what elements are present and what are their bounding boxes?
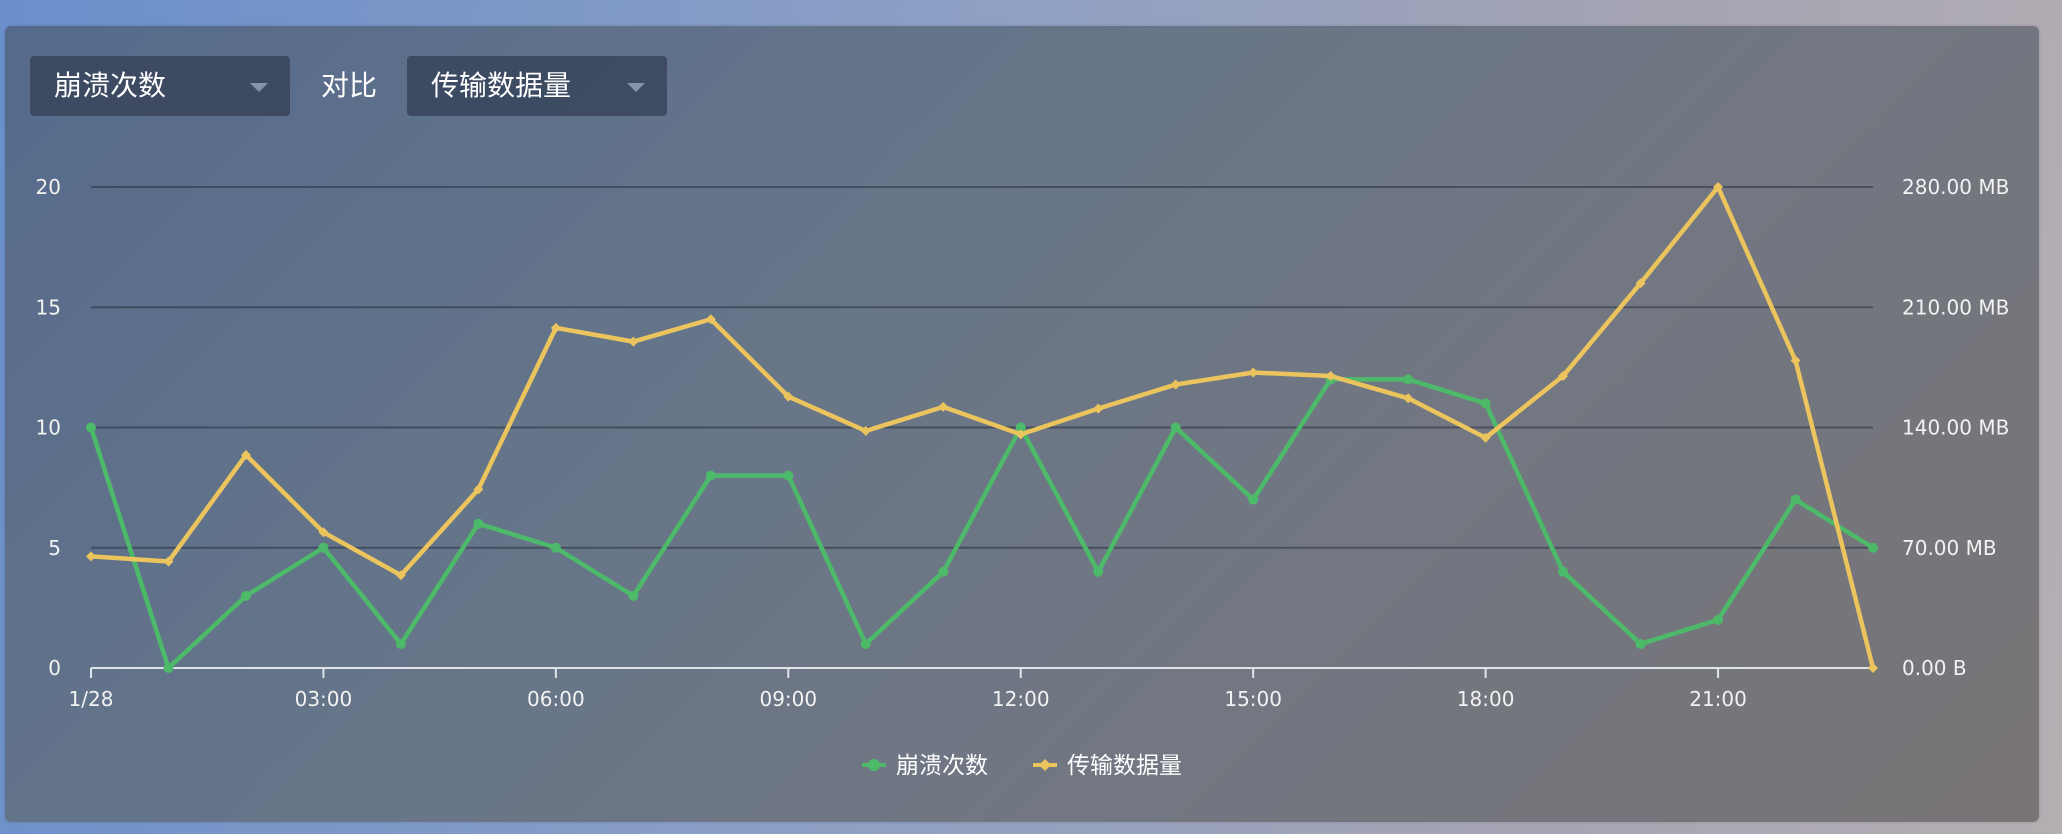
data-point <box>1713 614 1724 625</box>
legend-label: 崩溃次数 <box>896 753 988 779</box>
data-point <box>1248 367 1259 378</box>
data-point <box>1170 379 1181 390</box>
data-point <box>1093 566 1104 577</box>
chevron-down-icon <box>250 83 268 92</box>
data-point <box>1635 278 1646 289</box>
y-right-tick-label: 0.00 B <box>1902 656 1967 680</box>
data-point <box>1248 494 1259 505</box>
series-1 <box>86 182 1878 673</box>
x-tick-label: 03:00 <box>295 687 353 711</box>
data-point <box>163 556 174 567</box>
x-tick-label: 15:00 <box>1224 687 1282 711</box>
metric-select-secondary[interactable]: 传输数据量 <box>407 56 667 116</box>
data-point <box>860 638 871 649</box>
series-lines <box>86 182 1878 673</box>
data-point <box>1093 403 1104 414</box>
y-right-tick-label: 140.00 MB <box>1902 416 2009 440</box>
y-left-tick-label: 20 <box>36 175 61 199</box>
data-point <box>1868 542 1878 553</box>
axes: 0 0.00 B 5 70.00 MB 10 140.00 MB 15 210.00 MB 20… <box>36 175 2010 711</box>
data-point <box>318 542 329 553</box>
data-point <box>1558 370 1569 381</box>
data-point <box>1635 638 1646 649</box>
data-point <box>550 322 561 333</box>
data-point <box>628 336 639 347</box>
data-point <box>86 551 96 562</box>
data-point <box>240 590 251 601</box>
y-right-tick-label: 210.00 MB <box>1902 295 2009 319</box>
metric-select-primary[interactable]: 崩溃次数 <box>30 56 290 116</box>
y-left-tick-label: 15 <box>36 295 61 319</box>
data-point <box>705 314 716 325</box>
x-tick-label: 12:00 <box>992 687 1050 711</box>
data-point <box>1480 398 1491 409</box>
data-point <box>473 484 484 495</box>
legend-item[interactable]: 崩溃次数 <box>862 753 988 779</box>
data-point <box>1790 355 1801 366</box>
data-point <box>705 470 716 481</box>
data-point <box>938 401 949 412</box>
x-tick-label: 18:00 <box>1457 687 1515 711</box>
data-point <box>860 425 871 436</box>
data-point <box>1403 393 1414 404</box>
y-right-tick-label: 70.00 MB <box>1902 536 1997 560</box>
legend-item[interactable]: 传输数据量 <box>1033 753 1182 779</box>
data-point <box>1480 432 1491 443</box>
x-tick-label: 21:00 <box>1689 687 1747 711</box>
compare-label: 对比 <box>321 69 378 102</box>
data-point <box>550 542 561 553</box>
chevron-down-icon <box>627 83 645 92</box>
data-point <box>628 590 639 601</box>
x-tick-label: 09:00 <box>759 687 817 711</box>
series-line <box>88 184 1876 671</box>
data-point <box>783 470 794 481</box>
data-point <box>1015 422 1026 433</box>
metric-select-primary-value: 崩溃次数 <box>54 69 167 102</box>
y-left-tick-label: 10 <box>36 416 61 440</box>
data-point <box>1403 374 1414 385</box>
x-tick-label: 06:00 <box>527 687 585 711</box>
data-point <box>395 570 406 581</box>
legend-label: 传输数据量 <box>1067 753 1182 779</box>
legend-marker <box>1039 759 1051 771</box>
y-right-tick-label: 280.00 MB <box>1902 175 2009 199</box>
data-point <box>1713 182 1724 192</box>
legend[interactable]: 崩溃次数 传输数据量 <box>862 753 1182 779</box>
data-point <box>240 449 251 460</box>
data-point <box>1868 663 1878 673</box>
legend-marker <box>868 759 880 771</box>
data-point <box>395 638 406 649</box>
data-point <box>1325 370 1336 381</box>
data-point <box>1790 494 1801 505</box>
data-point <box>783 391 794 402</box>
y-left-tick-label: 5 <box>48 536 61 560</box>
grid-lines <box>91 186 1873 549</box>
data-point <box>938 566 949 577</box>
data-point <box>163 663 174 673</box>
data-point <box>318 527 329 538</box>
data-point <box>1015 429 1026 440</box>
data-point <box>473 518 484 529</box>
x-tick-label: 1/28 <box>69 687 114 711</box>
series-line <box>88 377 1876 671</box>
data-point <box>1170 422 1181 433</box>
metric-select-secondary-value: 传输数据量 <box>431 69 572 102</box>
data-point <box>1558 566 1569 577</box>
data-point <box>86 422 96 433</box>
y-left-tick-label: 0 <box>48 656 61 680</box>
